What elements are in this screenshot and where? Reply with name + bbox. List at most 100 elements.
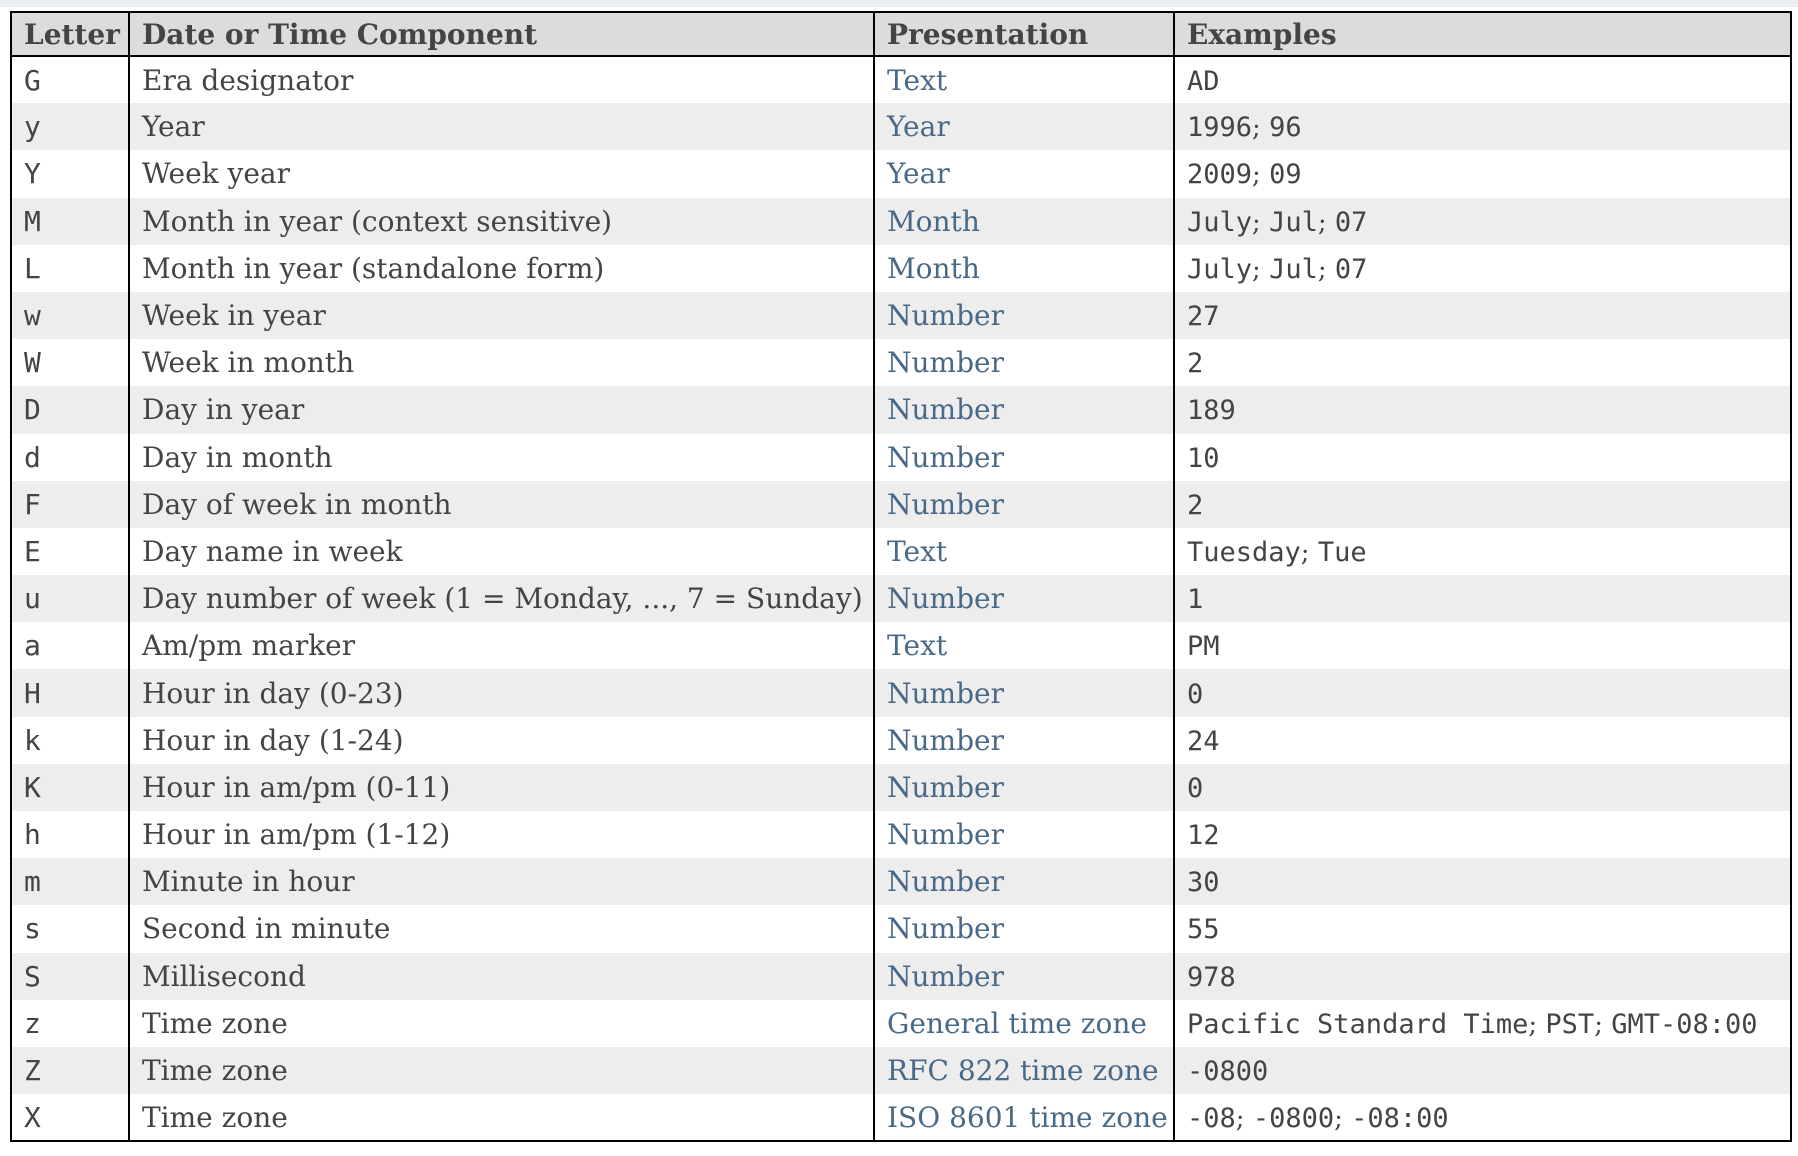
example-value: 12 (1187, 820, 1220, 852)
date-format-pattern-table: Letter Date or Time Component Presentati… (10, 11, 1792, 1143)
component-description: Am/pm marker (128, 622, 874, 670)
component-description: Month in year (context sensitive) (128, 197, 874, 245)
table-row: S Millisecond Number 978 (10, 952, 1791, 1000)
component-description: Hour in day (0-23) (128, 669, 874, 717)
examples-cell: Tuesday; Tue (1173, 527, 1791, 576)
presentation-link[interactable]: Text (887, 63, 948, 97)
presentation-cell: Number (873, 858, 1174, 906)
component-description: Time zone (128, 1046, 874, 1095)
presentation-link[interactable]: Number (887, 676, 1004, 710)
example-separator: ; (1252, 113, 1270, 144)
example-value: 24 (1187, 725, 1220, 757)
examples-cell: 189 (1173, 386, 1791, 434)
presentation-link[interactable]: Year (887, 110, 950, 144)
pattern-letter: F (10, 480, 129, 528)
table-header: Letter Date or Time Component Presentati… (10, 12, 1791, 57)
pattern-letter: k (10, 716, 129, 764)
example-value: AD (1187, 65, 1220, 97)
pattern-letter: u (10, 575, 129, 623)
table-row: D Day in year Number 189 (10, 386, 1791, 434)
presentation-cell: RFC 822 time zone (873, 1046, 1174, 1095)
column-header-component: Date or Time Component (128, 12, 874, 57)
example-value: 1 (1187, 584, 1204, 616)
table-row: d Day in month Number 10 (10, 433, 1791, 481)
example-value: 09 (1269, 159, 1302, 191)
presentation-link[interactable]: Year (887, 157, 950, 191)
table-row: K Hour in am/pm (0-11) Number 0 (10, 763, 1791, 811)
examples-cell: 27 (1173, 291, 1791, 340)
examples-cell: -08; -0800; -08:00 (1173, 1094, 1791, 1142)
presentation-link[interactable]: Number (887, 818, 1004, 852)
presentation-link[interactable]: Number (887, 346, 1004, 380)
presentation-link[interactable]: Text (887, 534, 948, 568)
pattern-letter: w (10, 291, 129, 340)
column-header-presentation: Presentation (873, 12, 1174, 57)
presentation-cell: Number (873, 291, 1174, 340)
table-row: Z Time zone RFC 822 time zone -0800 (10, 1046, 1791, 1095)
presentation-cell: Number (873, 811, 1174, 859)
examples-cell: 0 (1173, 669, 1791, 717)
component-description: Hour in am/pm (1-12) (128, 811, 874, 859)
presentation-link[interactable]: Number (887, 393, 1004, 427)
presentation-cell: Month (873, 244, 1174, 292)
component-description: Hour in am/pm (0-11) (128, 763, 874, 811)
example-separator: ; (1334, 1103, 1352, 1134)
examples-cell: 2 (1173, 480, 1791, 528)
presentation-link[interactable]: General time zone (887, 1006, 1147, 1040)
example-value: 07 (1334, 253, 1368, 285)
pattern-letter: h (10, 811, 129, 859)
presentation-link[interactable]: Number (887, 912, 1004, 946)
example-value: 96 (1269, 112, 1302, 144)
examples-cell: 12 (1173, 811, 1791, 859)
presentation-cell: Number (873, 763, 1174, 811)
example-value: 0 (1187, 678, 1204, 710)
example-value: Tue (1317, 536, 1367, 568)
example-separator: ; (1317, 207, 1335, 238)
presentation-link[interactable]: Number (887, 487, 1004, 521)
presentation-link[interactable]: Text (887, 629, 948, 663)
table-row: a Am/pm marker Text PM (10, 622, 1791, 670)
component-description: Time zone (128, 1094, 874, 1142)
presentation-link[interactable]: ISO 8601 time zone (887, 1100, 1168, 1134)
component-description: Millisecond (128, 952, 874, 1000)
pattern-letter: M (10, 197, 129, 245)
component-description: Week in month (128, 339, 874, 387)
presentation-cell: ISO 8601 time zone (873, 1094, 1174, 1142)
presentation-cell: Year (873, 103, 1174, 151)
presentation-link[interactable]: Number (887, 723, 1004, 757)
examples-cell: 2 (1173, 339, 1791, 387)
examples-cell: 1996; 96 (1173, 103, 1791, 151)
presentation-cell: Number (873, 575, 1174, 623)
presentation-link[interactable]: Number (887, 582, 1004, 616)
header-row: Letter Date or Time Component Presentati… (10, 12, 1791, 57)
example-value: -0800 (1187, 1056, 1269, 1088)
column-header-letter: Letter (10, 12, 129, 57)
example-value: GMT-08:00 (1611, 1008, 1758, 1040)
example-separator: ; (1528, 1009, 1546, 1040)
presentation-link[interactable]: Number (887, 299, 1004, 333)
presentation-link[interactable]: RFC 822 time zone (887, 1054, 1159, 1088)
table-row: s Second in minute Number 55 (10, 905, 1791, 953)
example-value: 2009 (1187, 159, 1253, 191)
examples-cell: 30 (1173, 858, 1791, 906)
example-separator: ; (1317, 254, 1335, 285)
presentation-cell: Year (873, 150, 1174, 198)
presentation-link[interactable]: Number (887, 959, 1004, 993)
presentation-cell: Number (873, 386, 1174, 434)
presentation-link[interactable]: Number (887, 865, 1004, 899)
presentation-link[interactable]: Number (887, 440, 1004, 474)
component-description: Week in year (128, 291, 874, 340)
pattern-letter: X (10, 1094, 129, 1142)
presentation-link[interactable]: Month (887, 251, 980, 285)
presentation-cell: Text (873, 527, 1174, 576)
pattern-letter: E (10, 527, 129, 576)
presentation-link[interactable]: Month (887, 204, 980, 238)
table-row: M Month in year (context sensitive) Mont… (10, 197, 1791, 245)
presentation-cell: Number (873, 433, 1174, 481)
pattern-letter: z (10, 999, 129, 1047)
component-description: Time zone (128, 999, 874, 1047)
component-description: Day of week in month (128, 480, 874, 528)
pattern-letter: Z (10, 1046, 129, 1095)
presentation-link[interactable]: Number (887, 770, 1004, 804)
table-row: y Year Year 1996; 96 (10, 103, 1791, 151)
